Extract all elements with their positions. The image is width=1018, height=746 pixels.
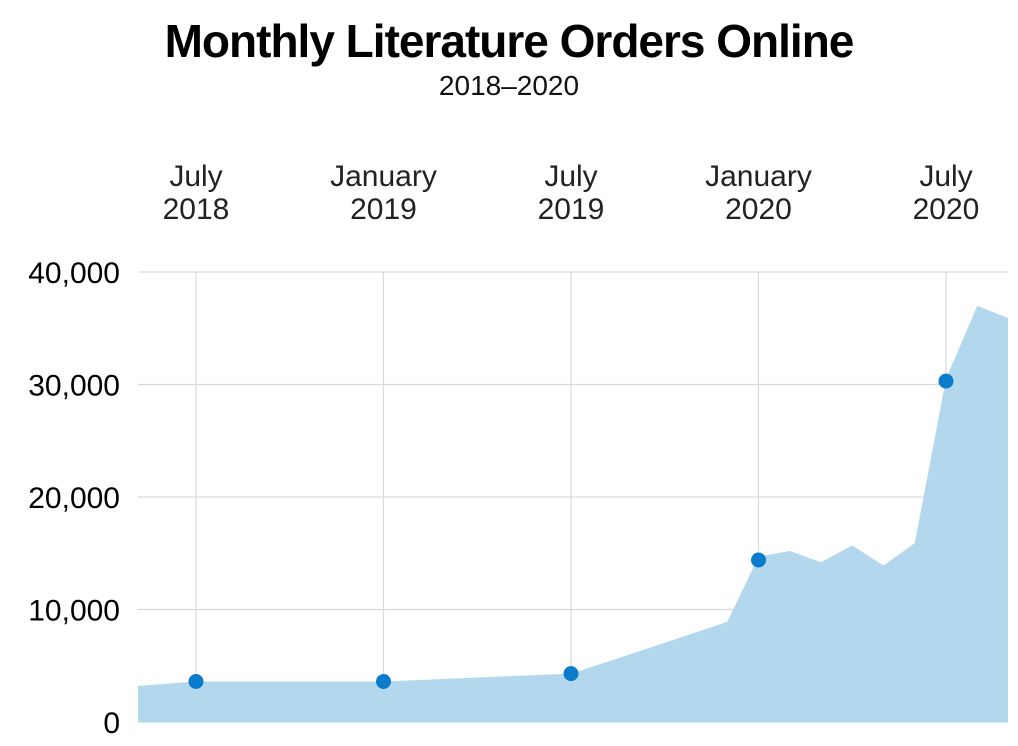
x-tick-year: 2020: [913, 193, 980, 226]
x-tick-year: 2018: [163, 193, 230, 226]
x-tick-month: July: [544, 160, 597, 193]
area-series: [138, 305, 1008, 722]
x-tick-year: 2020: [725, 193, 792, 226]
y-tick-label: 40,000: [28, 257, 120, 290]
data-point-marker: [188, 674, 204, 689]
data-point-marker: [751, 552, 766, 568]
x-tick-month: January: [705, 160, 812, 193]
area-layer: [138, 305, 1008, 723]
data-point-marker: [563, 666, 579, 682]
chart-subtitle: 2018–2020: [438, 70, 580, 101]
y-axis-ticks: 0 10,000 20,000 30,000 40,000: [28, 257, 120, 740]
data-point-marker: [938, 373, 954, 389]
x-axis-ticks: July2018January2019July2019January2020Ju…: [163, 160, 980, 226]
x-tick-month: July: [169, 160, 222, 193]
marker-layer: [188, 373, 954, 689]
y-tick-label: 10,000: [28, 595, 120, 628]
x-tick-year: 2019: [538, 193, 605, 226]
x-tick-month: July: [919, 160, 972, 193]
x-tick-month: January: [330, 160, 437, 193]
x-tick-year: 2019: [350, 193, 417, 226]
y-tick-label: 0: [103, 707, 120, 740]
y-tick-label: 30,000: [28, 370, 120, 403]
chart-title: Monthly Literature Orders Online: [164, 15, 855, 67]
data-point-marker: [376, 674, 391, 689]
y-tick-label: 20,000: [28, 482, 120, 515]
